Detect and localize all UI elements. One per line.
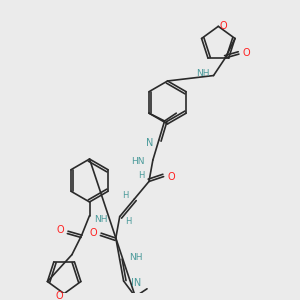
Text: H: H [122, 190, 129, 200]
Text: O: O [168, 172, 175, 182]
Text: NH: NH [196, 69, 210, 78]
Text: H: H [138, 171, 144, 180]
Text: HN: HN [132, 158, 145, 166]
Text: O: O [219, 21, 227, 31]
Text: H: H [125, 217, 132, 226]
Text: O: O [56, 291, 63, 300]
Text: NH: NH [94, 215, 108, 224]
Text: O: O [243, 48, 250, 58]
Text: IN: IN [131, 278, 142, 288]
Text: N: N [146, 138, 153, 148]
Text: O: O [56, 225, 64, 235]
Text: O: O [89, 228, 97, 238]
Text: NH: NH [130, 253, 143, 262]
